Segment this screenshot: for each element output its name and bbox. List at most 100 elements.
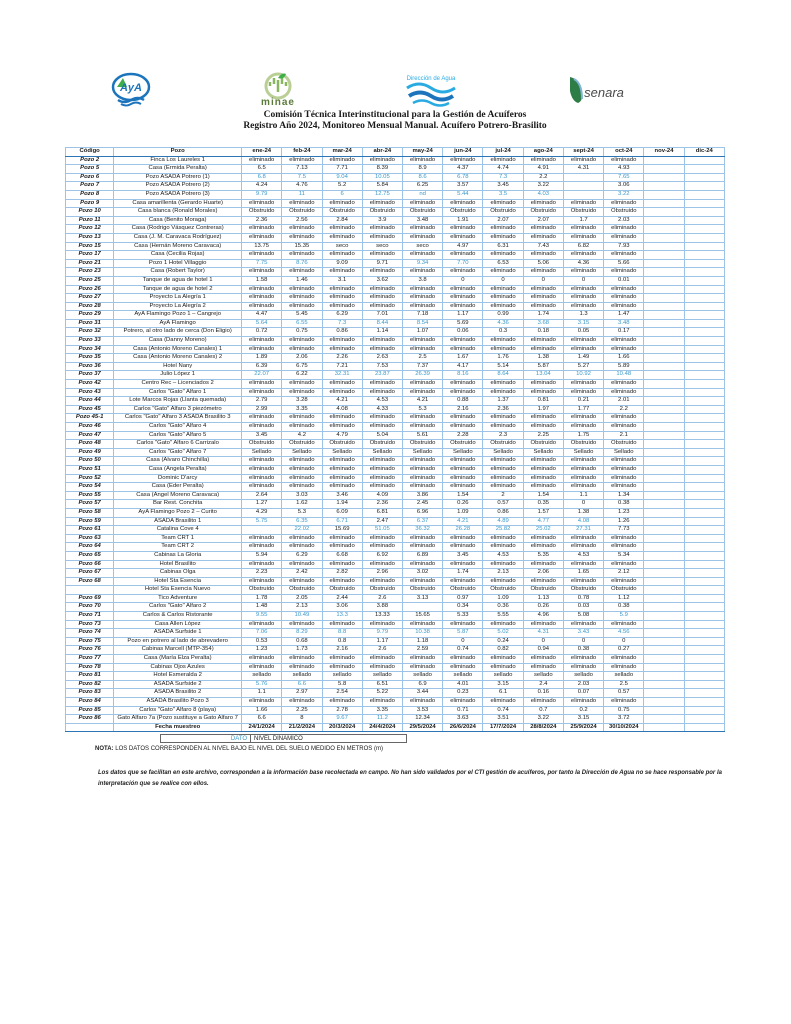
value-cell: 13.04 (522, 370, 564, 381)
value-cell: eliminado (361, 267, 403, 277)
nota-text: LOS DATOS CORRESPONDEN AL NIVEL BAJO EL … (115, 746, 383, 753)
value-cell: 5.45 (281, 310, 323, 320)
well-row: Pozo 27 Proyecto La Alegría 1 eliminado eli… (64, 293, 726, 303)
value-cell (683, 482, 726, 492)
value-cell: eliminado (603, 198, 645, 209)
well-row: Pozo 36 Hotel Nany 6.39 6.75 7.21 7.53 7.37 4.1… (64, 361, 726, 372)
value-cell (683, 361, 726, 372)
value-cell: eliminado (522, 619, 564, 630)
value-cell: Obstruido (281, 439, 323, 449)
value-cell: Obstruido (522, 207, 564, 217)
well-row: Pozo 46 Carlos "Gato" Alfaro 4 eliminado el… (64, 422, 726, 432)
value-cell (683, 215, 726, 226)
value-cell: eliminado (562, 456, 605, 466)
pozo-name-cell: Casa (Antonio Moreno Canales) 2 (113, 353, 243, 363)
value-cell: eliminado (241, 473, 283, 484)
value-cell (643, 379, 685, 389)
code-cell: Pozo 12 (64, 224, 115, 234)
value-cell: eliminado (562, 422, 605, 432)
value-cell: 1.14 (361, 327, 403, 338)
value-cell (683, 164, 726, 174)
value-cell: 4.96 (522, 611, 564, 621)
value-cell: 5.35 (522, 550, 564, 561)
value-cell: 3.46 (321, 490, 363, 501)
value-cell: 4.74 (482, 164, 524, 174)
value-cell: eliminado (401, 542, 444, 552)
value-cell (643, 602, 685, 613)
value-cell: eliminado (321, 198, 363, 209)
value-cell (643, 576, 685, 587)
value-cell: 6.51 (361, 679, 403, 690)
value-cell: Obstruido (241, 585, 283, 595)
value-cell (643, 336, 685, 346)
value-cell (643, 542, 685, 552)
code-cell: Pozo 8 (64, 189, 115, 200)
value-cell: 6.25 (401, 181, 444, 191)
well-row: Pozo 49 Carlos "Gato" Alfaro 7 Sellado Sell… (64, 447, 726, 458)
value-cell: Obstruido (562, 439, 605, 449)
value-cell (643, 396, 685, 406)
value-cell: 1.09 (442, 507, 484, 518)
code-cell: Pozo 6 (64, 172, 115, 183)
value-cell: eliminado (442, 301, 484, 312)
value-cell: eliminado (361, 293, 403, 303)
value-cell: eliminado (241, 413, 283, 423)
value-cell: 5.34 (603, 550, 645, 561)
value-cell: 0.75 (603, 705, 645, 716)
value-cell: eliminado (442, 473, 484, 484)
value-cell: eliminado (522, 387, 564, 398)
value-cell: 0 (442, 275, 484, 286)
well-row: Pozo 85 Carlos "Gato" Alfaro 8 (playa) 1.6… (64, 705, 726, 716)
value-cell: eliminado (442, 224, 484, 234)
value-cell: 5.14 (482, 361, 524, 372)
well-row: Pozo 61 Catalina Cove 4 22.02 15.69 51.05 36.… (64, 525, 726, 535)
value-cell: 9.55 (241, 611, 283, 621)
value-cell: eliminado (522, 533, 564, 544)
code-cell: Pozo 48 (64, 439, 115, 449)
value-cell: eliminado (401, 293, 444, 303)
value-cell (683, 267, 726, 277)
value-cell: eliminado (522, 232, 564, 243)
value-cell: eliminado (562, 464, 605, 475)
value-cell: 4.37 (442, 164, 484, 174)
value-cell: eliminado (241, 224, 283, 234)
well-row: Pozo 81 Hotel Esmeralda 2 sellado sellado se… (64, 671, 726, 681)
value-cell: 4.77 (522, 516, 564, 527)
code-cell: Pozo 57 (64, 499, 115, 509)
value-cell: 5.89 (603, 361, 645, 372)
well-row: Pozo 73 Casa Allen López eliminado eliminad… (64, 619, 726, 630)
value-cell (643, 293, 685, 303)
value-cell: 6.22 (281, 370, 323, 381)
value-cell: eliminado (522, 413, 564, 423)
value-cell (683, 284, 726, 295)
value-cell: eliminado (281, 293, 323, 303)
value-cell (683, 585, 726, 595)
value-cell: 2.36 (482, 404, 524, 415)
value-cell: eliminado (361, 284, 403, 295)
value-cell: 1.37 (482, 396, 524, 406)
well-row: Pozo 10 Casa blanca (Ronald Morales) Obstr… (64, 207, 726, 217)
code-cell: Pozo 2 (64, 155, 115, 166)
value-cell: 5.61 (401, 430, 444, 441)
value-cell: 0.3 (482, 327, 524, 338)
value-cell: eliminado (401, 284, 444, 295)
value-cell: eliminado (603, 482, 645, 492)
value-cell: eliminado (522, 697, 564, 707)
value-cell (683, 336, 726, 346)
value-cell: 7.06 (241, 628, 283, 638)
value-cell: eliminado (401, 413, 444, 423)
well-row: Pozo 84 ASADA Brasilito Pozo 3 eliminado el… (64, 697, 726, 707)
pozo-name-cell: Bar Rest. Conchita (113, 499, 243, 509)
value-cell: eliminado (241, 344, 283, 355)
value-cell: eliminado (361, 379, 403, 389)
well-row: Pozo 34 Casa (Antonio Moreno Canales) 1 el… (64, 344, 726, 355)
code-cell: Pozo 17 (64, 250, 115, 260)
value-cell: 1.74 (522, 310, 564, 320)
value-cell: 13.33 (361, 611, 403, 621)
value-cell: 2.79 (241, 396, 283, 406)
value-cell (683, 181, 726, 191)
value-cell: eliminado (522, 482, 564, 492)
value-cell: 3.13 (401, 593, 444, 604)
code-cell: Pozo 31 (64, 318, 115, 329)
